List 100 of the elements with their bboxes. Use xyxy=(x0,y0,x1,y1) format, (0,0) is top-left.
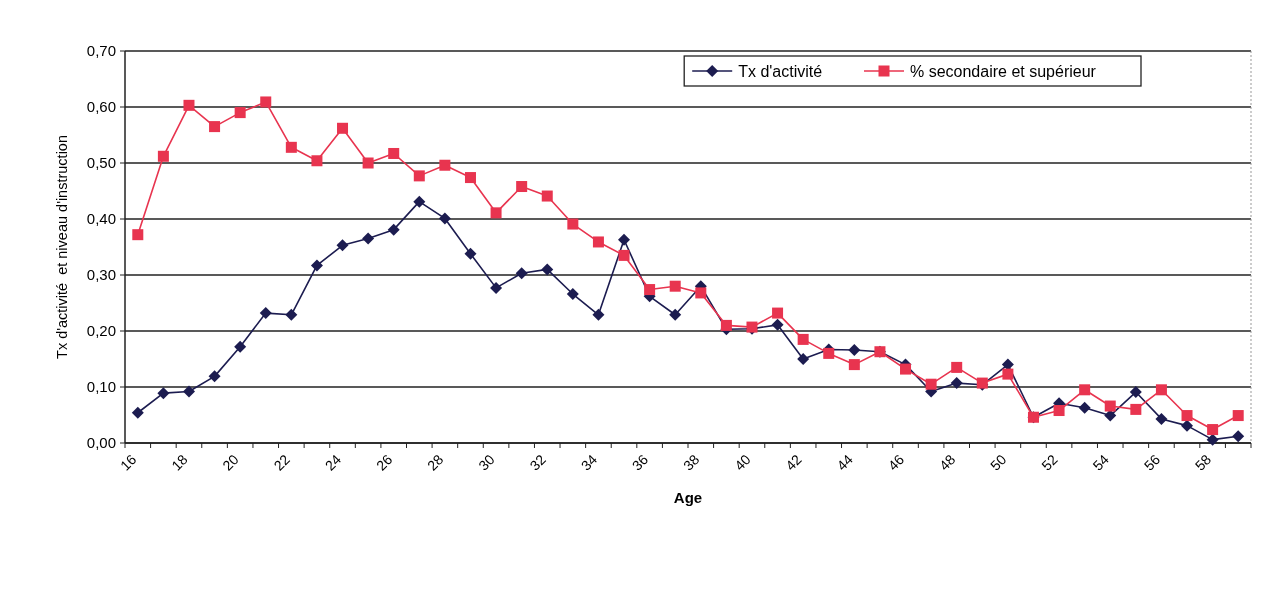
x-tick-label: 22 xyxy=(270,451,294,474)
point xyxy=(848,359,860,371)
point xyxy=(848,344,861,357)
point xyxy=(592,236,604,248)
point xyxy=(823,347,835,359)
point xyxy=(311,155,323,167)
x-tick-label: 50 xyxy=(987,451,1010,474)
point xyxy=(1130,403,1142,415)
point xyxy=(1232,410,1244,422)
point xyxy=(541,190,553,202)
x-tick-label: 34 xyxy=(577,451,601,474)
y-tick-label: 0,50 xyxy=(86,154,116,172)
point xyxy=(337,122,349,134)
point xyxy=(387,223,400,236)
legend-label: % secondaire et supérieur xyxy=(910,62,1097,80)
point xyxy=(618,233,631,246)
point xyxy=(592,308,605,321)
x-tick-label: 58 xyxy=(1191,451,1215,474)
y-axis-title: Tx d'activité et niveau d'instruction xyxy=(54,135,70,359)
point xyxy=(182,385,195,398)
point xyxy=(644,284,656,296)
point xyxy=(1232,430,1245,443)
point xyxy=(567,218,579,230)
point xyxy=(1079,384,1091,396)
point xyxy=(132,229,144,241)
point xyxy=(925,378,937,390)
y-tick-label: 0,40 xyxy=(86,210,116,228)
point xyxy=(209,121,221,133)
point xyxy=(1002,368,1014,380)
x-tick-label: 32 xyxy=(526,451,549,474)
x-tick-label: 40 xyxy=(731,451,754,474)
point xyxy=(1181,410,1193,422)
point xyxy=(439,159,451,171)
point xyxy=(669,280,681,292)
point xyxy=(131,406,144,419)
y-tick-label: 0,00 xyxy=(86,434,116,452)
point xyxy=(464,247,477,260)
point xyxy=(362,157,374,169)
point xyxy=(234,340,247,353)
point xyxy=(720,319,732,331)
point xyxy=(951,361,963,373)
x-tick-label: 26 xyxy=(372,451,396,474)
point xyxy=(1155,384,1167,396)
point xyxy=(310,259,323,272)
point xyxy=(669,308,682,321)
x-tick-label: 18 xyxy=(168,451,191,474)
point xyxy=(1129,386,1142,399)
point xyxy=(541,263,554,276)
point xyxy=(234,107,246,119)
legend-label: Tx d'activité xyxy=(738,62,823,80)
x-tick-label: 36 xyxy=(628,451,652,474)
point xyxy=(772,307,784,319)
y-tick-label: 0,10 xyxy=(86,378,116,396)
point xyxy=(183,99,195,111)
x-tick-label: 46 xyxy=(884,451,908,474)
point xyxy=(388,147,400,159)
point xyxy=(771,318,784,331)
point xyxy=(157,150,169,162)
y-tick-label: 0,70 xyxy=(86,42,116,60)
x-tick-label: 24 xyxy=(321,451,345,474)
x-tick-label: 52 xyxy=(1038,451,1061,474)
point xyxy=(208,370,221,383)
point xyxy=(464,172,476,184)
y-tick-label: 0,60 xyxy=(86,98,116,116)
point xyxy=(490,207,502,219)
point xyxy=(516,181,528,193)
x-tick-label: 54 xyxy=(1089,451,1112,474)
point xyxy=(260,96,272,108)
point xyxy=(157,387,170,400)
point xyxy=(1207,424,1219,436)
y-tick-label: 0,30 xyxy=(86,266,116,284)
point xyxy=(566,288,579,301)
point xyxy=(490,281,503,294)
x-tick-label: 56 xyxy=(1140,451,1164,474)
y-tick-label: 0,20 xyxy=(86,322,116,340)
point xyxy=(285,141,297,153)
point xyxy=(618,249,630,261)
point xyxy=(413,170,425,182)
point xyxy=(362,232,375,245)
point xyxy=(1053,405,1065,417)
point xyxy=(1155,412,1168,425)
point xyxy=(413,195,426,208)
x-tick-label: 42 xyxy=(782,451,805,474)
point xyxy=(900,363,912,375)
x-tick-label: 16 xyxy=(117,451,140,474)
point xyxy=(259,307,272,320)
x-tick-label: 30 xyxy=(475,451,498,474)
point xyxy=(1078,401,1091,414)
point xyxy=(1104,400,1116,412)
point xyxy=(336,239,349,252)
x-tick-label: 48 xyxy=(935,451,959,474)
x-tick-label: 20 xyxy=(219,451,242,474)
point xyxy=(950,377,963,390)
point xyxy=(797,353,810,365)
x-axis-title: Age xyxy=(673,489,703,506)
x-tick-label: 44 xyxy=(833,451,857,474)
point xyxy=(515,267,528,280)
point xyxy=(797,333,809,345)
point xyxy=(285,308,298,321)
point xyxy=(438,212,451,225)
